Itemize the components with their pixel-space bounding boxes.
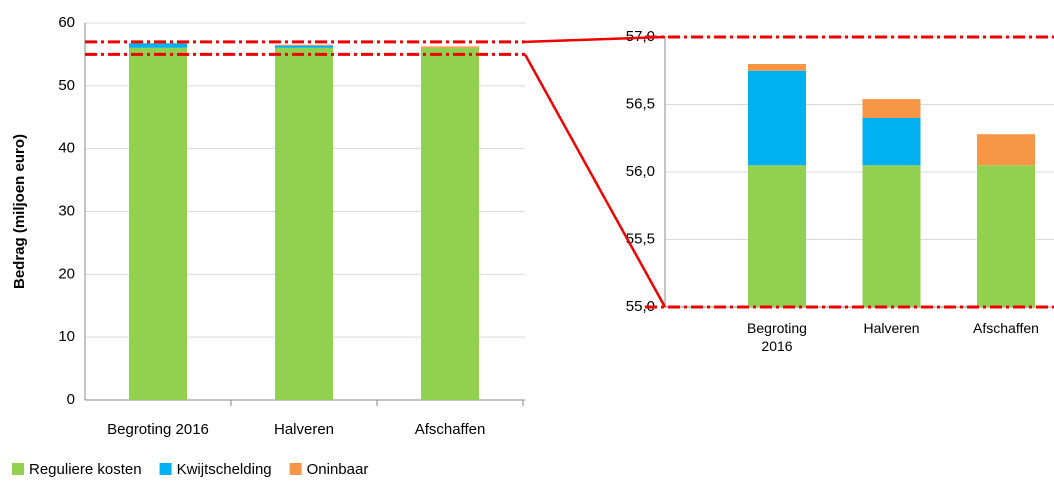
- y-tick-label: 30: [58, 202, 75, 219]
- bar-segment: [421, 47, 479, 401]
- y-tick-label: 56,5: [626, 95, 655, 112]
- bar-segment: [275, 47, 333, 401]
- y-tick-label: 55,0: [626, 298, 655, 315]
- bar-segment: [977, 165, 1035, 307]
- bar-segment: [275, 44, 333, 46]
- zoom-connector: [523, 53, 667, 308]
- legend-swatch: [159, 463, 172, 475]
- x-tick-label: Afschaffen: [415, 421, 486, 438]
- bar-segment: [421, 46, 479, 48]
- x-tick-label: Begroting 2016: [107, 421, 209, 438]
- y-tick-label: 56,0: [626, 163, 655, 180]
- legend-label: Kwijtschelding: [177, 461, 272, 478]
- zoom-connector: [524, 35, 666, 44]
- y-tick-label: 57,0: [626, 28, 655, 45]
- x-tick-label: Halveren: [274, 421, 334, 438]
- y-tick-label: 10: [58, 328, 75, 345]
- bar-segment: [275, 45, 333, 48]
- bar-segment: [862, 118, 921, 166]
- y-tick-label: 20: [58, 265, 75, 282]
- bar-segment: [748, 70, 806, 166]
- bar-segment: [862, 99, 921, 118]
- legend-swatch: [12, 463, 24, 475]
- bar-segment: [748, 64, 806, 71]
- legend-label: Reguliere kosten: [29, 461, 142, 478]
- x-tick-label: Halveren: [863, 320, 920, 336]
- bar-segment: [862, 165, 921, 307]
- bar-segment: [129, 47, 187, 401]
- y-tick-label: 0: [67, 391, 75, 408]
- legend-label: Oninbaar: [307, 461, 369, 478]
- y-tick-label: 60: [58, 14, 75, 31]
- bar-segment: [129, 43, 187, 48]
- y-tick-label: 40: [58, 140, 75, 157]
- bar-segment: [748, 165, 806, 307]
- x-tick-label: Begroting 2016: [747, 320, 807, 354]
- y-tick-label: 55,5: [626, 230, 655, 247]
- x-tick-label: Afschaffen: [973, 320, 1039, 336]
- y-axis-label: Bedrag (miljoen euro): [11, 134, 28, 289]
- legend-swatch: [289, 463, 302, 475]
- y-tick-label: 50: [58, 77, 75, 94]
- bar-segment: [977, 134, 1035, 166]
